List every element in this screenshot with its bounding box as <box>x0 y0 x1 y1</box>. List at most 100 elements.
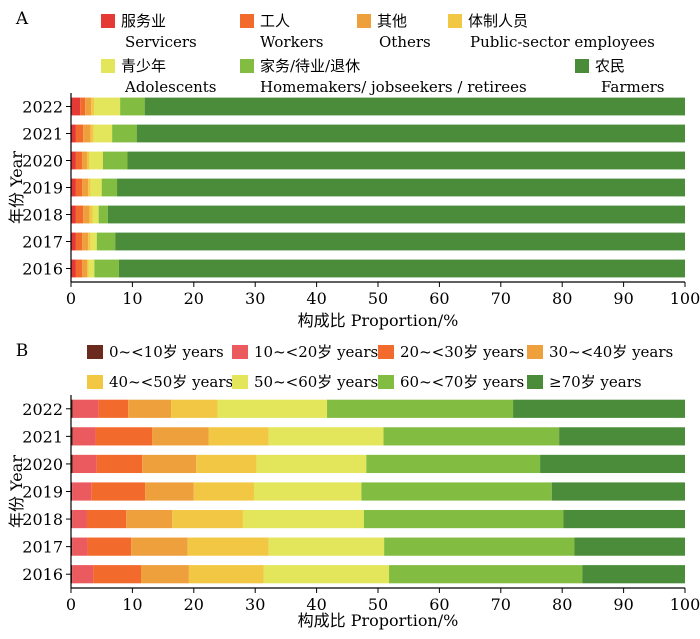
bar-segment-2020-0 <box>71 454 73 474</box>
bar-segment-2016-3 <box>86 259 89 278</box>
legend-label-5: 家务/待业/退休 Homemakers/ jobseekers / retiree… <box>260 57 527 96</box>
y-tick-label: 2021 <box>22 427 63 446</box>
bar-segment-2021-3 <box>90 124 94 143</box>
legend-swatch-2 <box>357 14 371 28</box>
x-tick-label: 20 <box>184 289 204 308</box>
bar-segment-2022-6 <box>144 97 685 116</box>
y-tick-label: 2017 <box>22 233 63 252</box>
bar-segment-2021-2 <box>83 124 91 143</box>
bar-segment-2020-3 <box>86 151 90 170</box>
legend-swatch-3 <box>527 345 543 359</box>
bar-segment-2017-3 <box>131 537 188 556</box>
bar-segment-2021-4 <box>93 124 113 143</box>
bar-segment-2020-5 <box>256 454 367 474</box>
bar-segment-2016-6 <box>118 259 686 278</box>
bar-segment-2017-4 <box>90 232 97 251</box>
x-tick-label: 50 <box>368 595 388 614</box>
y-tick-label: 2019 <box>22 179 63 198</box>
x-tick-label: 70 <box>491 595 511 614</box>
x-tick-label: 80 <box>552 289 572 308</box>
y-tick-label: 2016 <box>22 565 63 584</box>
bar-segment-2018-6 <box>363 509 564 529</box>
bar-segment-2018-6 <box>107 205 686 224</box>
legend-label-en: Homemakers/ jobseekers / retirees <box>260 78 527 96</box>
legend-label-1: 10~<20岁 years <box>254 343 378 361</box>
legend-label-cn: 青少年 <box>121 57 166 75</box>
legend-label-3: 30~<40岁 years <box>549 343 673 361</box>
legend-label-en: Workers <box>260 33 323 51</box>
x-tick-label: 60 <box>429 289 449 308</box>
x-tick-label: 20 <box>184 595 204 614</box>
x-tick-label: 80 <box>552 595 572 614</box>
bar-segment-2019-0 <box>71 178 76 197</box>
y-tick-label: 2022 <box>22 400 63 419</box>
bar-segment-2016-4 <box>188 565 264 584</box>
bar-segment-2020-4 <box>89 151 103 170</box>
y-axis-label: 年份 Year <box>7 151 26 224</box>
legend-label-en: Servicers <box>125 33 197 51</box>
legend-label-5: 50~<60岁 years <box>254 373 378 391</box>
y-tick-label: 2018 <box>22 510 63 529</box>
bar-segment-2017-2 <box>82 232 89 251</box>
bar-segment-2021-6 <box>383 427 560 446</box>
legend-label-0: 服务业 Servicers <box>121 12 197 51</box>
legend-label-en: Public-sector employees <box>470 33 655 51</box>
bar-segment-2022-4 <box>171 399 218 418</box>
panel-label: A <box>15 9 29 29</box>
legend-swatch-4 <box>101 59 115 73</box>
bar-segment-2018-2 <box>83 205 90 224</box>
y-tick-label: 2021 <box>22 125 63 144</box>
legend-label-0: 0~<10岁 years <box>109 343 224 361</box>
bar-segment-2020-5 <box>102 151 128 170</box>
bar-segment-2018-7 <box>563 509 685 529</box>
legend-label-cn: 其他 <box>377 12 407 30</box>
bar-segment-2021-2 <box>95 427 153 446</box>
bar-segment-2020-1 <box>75 151 83 170</box>
bar-segment-2022-0 <box>71 399 73 418</box>
bar-segment-2022-3 <box>91 97 95 116</box>
y-tick-label: 2022 <box>22 98 63 117</box>
bar-segment-2016-6 <box>389 565 583 584</box>
bar-segment-2022-2 <box>85 97 92 116</box>
legend-swatch-5 <box>232 375 248 389</box>
bar-segment-2017-5 <box>268 537 385 556</box>
y-tick-label: 2016 <box>22 260 63 279</box>
bar-segment-2020-2 <box>82 151 87 170</box>
x-tick-label: 10 <box>122 289 142 308</box>
legend-swatch-2 <box>378 345 394 359</box>
bar-segment-2016-7 <box>582 565 685 584</box>
bar-segment-2019-2 <box>91 482 146 501</box>
legend-label-cn: 家务/待业/退休 <box>260 57 360 75</box>
legend-label-4: 青少年 Adolescents <box>121 57 217 96</box>
y-tick-label: 2020 <box>22 455 63 474</box>
legend-label-6: 农民 Farmers <box>595 57 664 96</box>
bar-segment-2018-4 <box>92 205 99 224</box>
bar-segment-2018-1 <box>72 509 87 529</box>
bar-segment-2020-2 <box>96 454 143 474</box>
x-tick-label: 0 <box>66 595 76 614</box>
bar-segment-2022-6 <box>327 399 514 418</box>
legend-swatch-6 <box>575 59 589 73</box>
y-tick-label: 2019 <box>22 483 63 502</box>
legend-label-6: 60~<70岁 years <box>400 373 524 391</box>
bar-segment-2021-3 <box>152 427 209 446</box>
x-tick-label: 70 <box>491 289 511 308</box>
legend-label-en: Adolescents <box>124 78 217 96</box>
x-tick-label: 30 <box>245 595 265 614</box>
bar-segment-2019-2 <box>82 178 89 197</box>
bar-segment-2017-4 <box>187 537 269 556</box>
bar-segment-2022-3 <box>128 399 172 418</box>
legend-label-en: Farmers <box>601 78 664 96</box>
legend-label-3: 体制人员 Public-sector employees <box>468 12 655 51</box>
bar-segment-2016-5 <box>94 259 119 278</box>
bar-segment-2020-4 <box>196 454 257 474</box>
bar-segment-2020-7 <box>540 454 685 474</box>
legend-label-en: Others <box>379 33 431 51</box>
bar-segment-2018-5 <box>242 509 364 529</box>
bar-segment-2019-4 <box>193 482 254 501</box>
bar-segment-2022-4 <box>94 97 121 116</box>
legend-label-2: 20~<30岁 years <box>400 343 524 361</box>
bar-segment-2021-5 <box>268 427 384 446</box>
bar-segment-2021-0 <box>71 124 76 143</box>
